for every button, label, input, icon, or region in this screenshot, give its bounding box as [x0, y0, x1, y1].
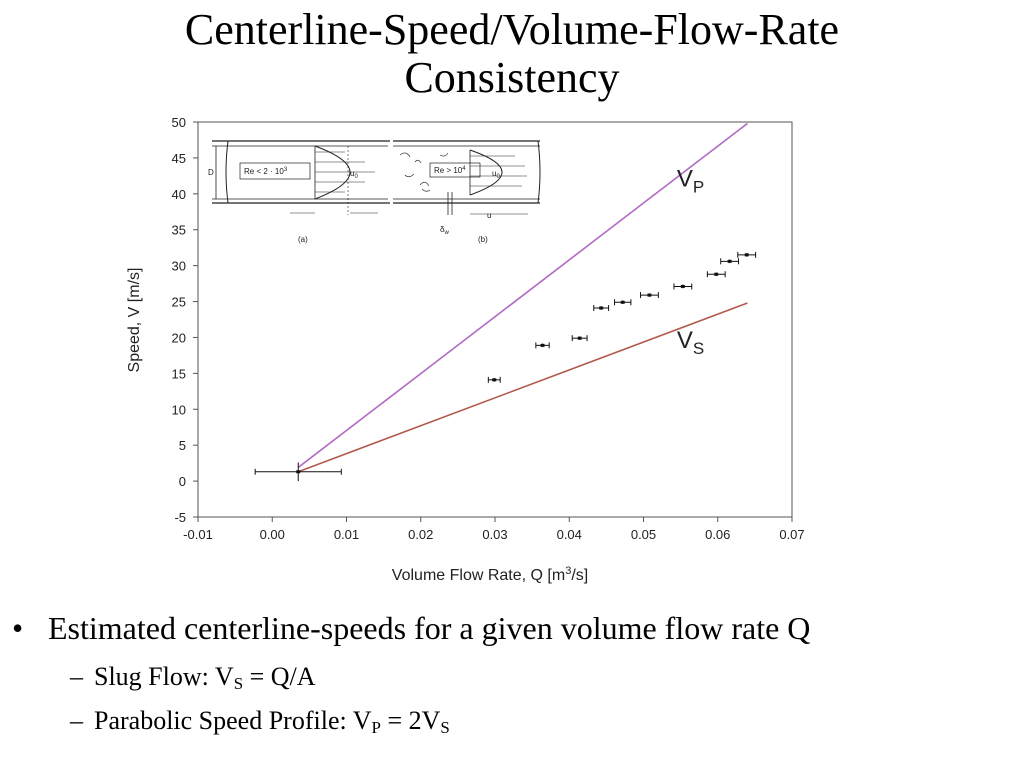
inset-label-u: u: [487, 211, 491, 220]
x-tick-label: 0.01: [334, 527, 359, 542]
parabolic-subscript-s: S: [440, 718, 450, 738]
data-point: [571, 335, 588, 342]
inset-label-re-laminar: Re < 2 · 103: [244, 167, 288, 176]
y-tick-label: 5: [179, 438, 186, 453]
x-tick-label: 0.06: [705, 527, 730, 542]
x-tick-label: 0.02: [408, 527, 433, 542]
bullet-slug-flow: – Slug Flow: VS = Q/A: [70, 662, 316, 694]
data-point: [720, 258, 740, 265]
inset-label-re-turbulent: Re > 104: [434, 166, 466, 175]
y-tick-label: 35: [172, 223, 186, 238]
slide-title: Centerline-Speed/Volume-Flow-Rate Consis…: [0, 6, 1024, 102]
y-tick-label: 10: [172, 402, 186, 417]
data-point: [254, 462, 342, 482]
x-tick-label: 0.03: [482, 527, 507, 542]
slug-flow-subscript: S: [233, 674, 244, 694]
data-point: [593, 305, 610, 312]
speed-vs-flow-rate-chart: -0.01 0.00 0.01 0.02 0.03 0.04 0.05 0.06 0.07 -5 0…: [126, 115, 805, 584]
y-tick-label: 40: [172, 187, 186, 202]
inset-label-u0-a: u0: [350, 169, 358, 180]
data-point: [673, 283, 693, 290]
bullet-main: • Estimated centerline-speeds for a given…: [12, 610, 810, 647]
dash-marker: –: [70, 662, 83, 691]
y-tick-label: 30: [172, 259, 186, 274]
data-point: [614, 299, 632, 306]
vs-line-label: VS: [677, 327, 704, 358]
inset-label-b: (b): [478, 235, 488, 244]
x-tick-label: 0.00: [260, 527, 285, 542]
data-point: [640, 292, 659, 299]
slug-flow-text: Slug Flow: V: [94, 662, 234, 691]
data-point: [737, 251, 757, 258]
x-tick-label: -0.01: [183, 527, 213, 542]
x-axis-label: Volume Flow Rate, Q [m3/s]: [392, 565, 588, 584]
x-tick-label: 0.04: [557, 527, 582, 542]
y-tick-label: 20: [172, 330, 186, 345]
x-tick-label: 0.07: [779, 527, 804, 542]
parabolic-subscript-p: P: [371, 718, 381, 738]
bullet-main-text: Estimated centerline-speeds for a given …: [48, 610, 811, 646]
y-tick-label: 45: [172, 151, 186, 166]
x-tick-label: 0.05: [631, 527, 656, 542]
flow-profile-inset: D Re < 2 · 103 u0 (a) Re > 104: [208, 140, 541, 244]
y-tick-label: 15: [172, 366, 186, 381]
bullet-dot: •: [12, 610, 24, 646]
model-lines: VP VS: [297, 122, 748, 473]
data-point: [535, 342, 550, 349]
y-tick-label: 25: [172, 295, 186, 310]
vp-line: [297, 122, 748, 469]
parabolic-text: Parabolic Speed Profile: V: [94, 706, 372, 735]
y-tick-label: 50: [172, 115, 186, 130]
data-point: [706, 271, 726, 278]
axis-ticks: -0.01 0.00 0.01 0.02 0.03 0.04 0.05 0.06 0.07 -5 0…: [172, 115, 805, 542]
vp-line-label: VP: [677, 166, 704, 197]
y-axis-label: Speed, V [m/s]: [126, 268, 143, 373]
data-point: [487, 376, 501, 383]
y-tick-label: -5: [174, 510, 186, 525]
inset-label-a: (a): [298, 235, 308, 244]
inset-label-d: D: [208, 168, 214, 177]
inset-label-u0-b: u0: [492, 169, 500, 180]
y-tick-label: 0: [179, 474, 186, 489]
bullet-parabolic: – Parabolic Speed Profile: VP = 2VS: [70, 706, 450, 738]
vs-line: [297, 302, 748, 473]
title-line-1: Centerline-Speed/Volume-Flow-Rate: [184, 5, 840, 54]
slug-flow-formula: = Q/A: [243, 662, 316, 691]
dash-marker: –: [70, 706, 83, 735]
title-line-2: Consistency: [404, 53, 620, 102]
inset-label-delta: δw: [440, 225, 449, 236]
measurement-points: [254, 251, 757, 482]
parabolic-formula: = 2V: [380, 706, 441, 735]
